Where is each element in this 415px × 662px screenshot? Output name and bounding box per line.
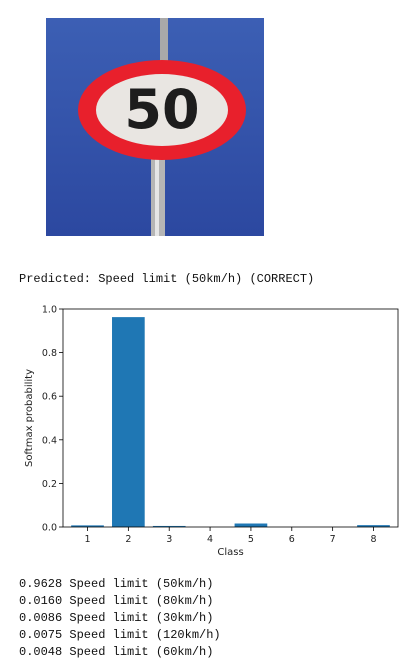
x-tick-label: 4 [207, 534, 213, 545]
y-tick-label: 0.8 [42, 348, 57, 359]
traffic-sign-image: 50 [46, 18, 264, 236]
top-prediction-4: 0.0075 Speed limit (120km/h) [19, 628, 221, 642]
y-tick-label: 0.6 [42, 392, 57, 403]
x-tick-label: 5 [248, 534, 254, 545]
softmax-bar-chart: 0.0 0.2 0.4 0.6 0.8 1.0 1 2 3 4 5 6 7 8 Class Softmax p… [0, 300, 415, 562]
x-tick-label: 3 [166, 534, 172, 545]
y-tick-label: 1.0 [42, 305, 57, 316]
x-tick-label: 6 [289, 534, 295, 545]
x-axis-title: Class [217, 547, 243, 558]
x-tick-label: 1 [84, 534, 90, 545]
x-tick-label: 2 [125, 534, 131, 545]
top-prediction-5: 0.0048 Speed limit (60km/h) [19, 645, 214, 659]
x-tick-label: 8 [370, 534, 376, 545]
bar-class-2 [112, 317, 145, 527]
x-tick-label: 7 [330, 534, 336, 545]
sign-digits: 50 [124, 78, 199, 141]
plot-frame [62, 308, 399, 528]
prediction-text: Predicted: Speed limit (50km/h) (CORRECT… [19, 272, 315, 286]
y-tick-label: 0.2 [42, 479, 57, 490]
sign-pole-top [160, 18, 168, 80]
top-prediction-2: 0.0160 Speed limit (80km/h) [19, 594, 214, 608]
top-prediction-1: 0.9628 Speed limit (50km/h) [19, 577, 214, 591]
bar-class-5 [234, 523, 268, 527]
bar-class-8 [357, 525, 390, 527]
speed-limit-sign-graphic: 50 [46, 18, 264, 236]
top-prediction-3: 0.0086 Speed limit (30km/h) [19, 611, 214, 625]
top-predictions-list: 0.9628 Speed limit (50km/h) 0.0160 Speed… [19, 576, 221, 661]
y-tick-label: 0.4 [42, 435, 57, 446]
sign-face [96, 74, 228, 146]
y-axis-title: Softmax probability [24, 369, 35, 467]
bar-class-3 [152, 525, 186, 527]
bar-class-1 [71, 525, 104, 527]
y-tick-label: 0.0 [42, 523, 57, 534]
